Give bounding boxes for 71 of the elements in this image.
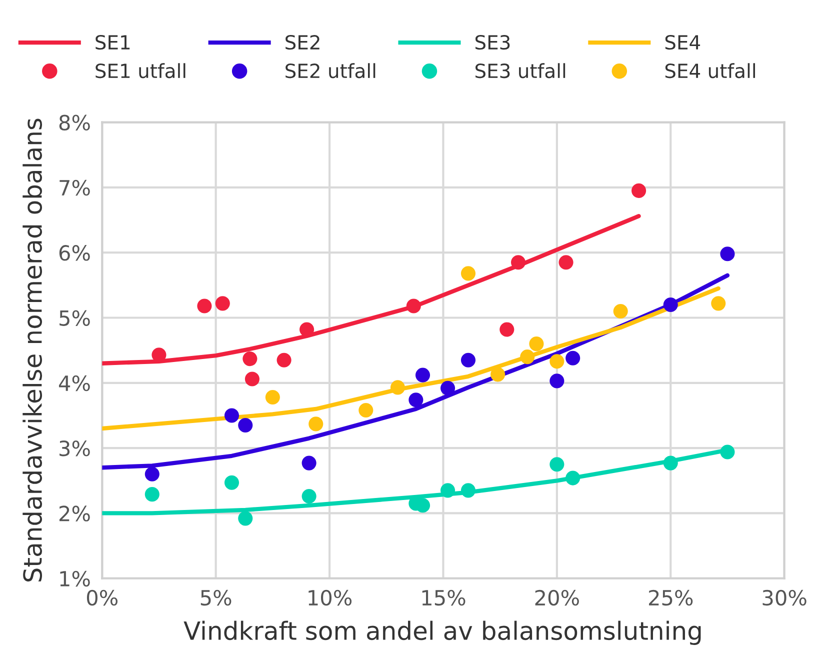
point bbox=[415, 368, 430, 382]
legend-label: SE4 bbox=[665, 34, 700, 50]
line-series bbox=[102, 214, 641, 366]
point bbox=[460, 483, 476, 498]
x-tick-label: 20% bbox=[535, 590, 579, 606]
y-tick-label: 2% bbox=[59, 506, 90, 522]
y-tick-label: 3% bbox=[60, 440, 90, 456]
legend-label: SE2 bbox=[286, 34, 320, 50]
point bbox=[550, 457, 564, 472]
point bbox=[238, 418, 253, 433]
y-tick-label: 7% bbox=[60, 180, 90, 196]
x-tick-label: 5% bbox=[200, 590, 232, 606]
point bbox=[613, 304, 628, 319]
x-tick-label: 30% bbox=[762, 590, 806, 606]
line-series bbox=[102, 286, 720, 431]
legend-label: SE3 bbox=[475, 34, 510, 50]
legend-label: SE1 utfall bbox=[96, 63, 186, 78]
point bbox=[566, 470, 580, 486]
y-tick-label: 1% bbox=[60, 570, 90, 587]
point bbox=[510, 255, 526, 270]
point bbox=[550, 374, 564, 388]
x-tick-label: 10% bbox=[308, 590, 352, 606]
y-tick-label: 8% bbox=[59, 114, 90, 130]
point bbox=[440, 380, 456, 396]
legend-label: SE4 utfall bbox=[665, 63, 755, 78]
x-axis-title: Vindkraft som andel av balansomslutning bbox=[184, 620, 701, 645]
legend-label: SE2 utfall bbox=[286, 63, 376, 78]
point bbox=[302, 488, 316, 504]
point bbox=[215, 296, 230, 311]
point bbox=[300, 322, 314, 337]
point bbox=[632, 183, 646, 198]
point bbox=[242, 352, 258, 366]
point bbox=[390, 380, 406, 395]
legend-label: SE3 utfall bbox=[475, 63, 566, 78]
x-tick-label: 0% bbox=[86, 590, 118, 606]
point bbox=[144, 487, 160, 502]
point bbox=[711, 296, 726, 311]
y-tick-label: 4% bbox=[58, 375, 90, 392]
point bbox=[440, 483, 456, 498]
point bbox=[720, 246, 735, 262]
point bbox=[529, 336, 544, 352]
point bbox=[663, 456, 678, 470]
point bbox=[144, 466, 160, 482]
point bbox=[550, 354, 564, 369]
point bbox=[308, 416, 324, 432]
y-tick-label: 6% bbox=[59, 245, 90, 261]
point bbox=[460, 266, 476, 281]
y-axis-title: Standardavvikelse normerad obalans bbox=[22, 118, 42, 582]
point bbox=[406, 298, 421, 314]
point bbox=[720, 444, 735, 460]
point bbox=[358, 402, 374, 418]
legend-label: SE1 bbox=[96, 34, 130, 50]
point bbox=[197, 298, 212, 314]
y-tick-label: 5% bbox=[60, 310, 90, 326]
point bbox=[265, 390, 280, 405]
point bbox=[663, 297, 678, 312]
point bbox=[238, 511, 253, 526]
x-tick-label: 15% bbox=[422, 590, 466, 606]
point bbox=[408, 392, 424, 408]
point bbox=[558, 255, 574, 270]
point bbox=[224, 408, 240, 423]
point bbox=[276, 352, 292, 368]
point bbox=[566, 350, 580, 366]
point bbox=[520, 350, 535, 364]
point bbox=[460, 352, 476, 368]
point bbox=[224, 475, 240, 490]
point bbox=[302, 456, 316, 470]
x-tick-label: 25% bbox=[648, 590, 693, 606]
point bbox=[244, 372, 260, 386]
point bbox=[500, 322, 514, 337]
point bbox=[490, 367, 506, 382]
